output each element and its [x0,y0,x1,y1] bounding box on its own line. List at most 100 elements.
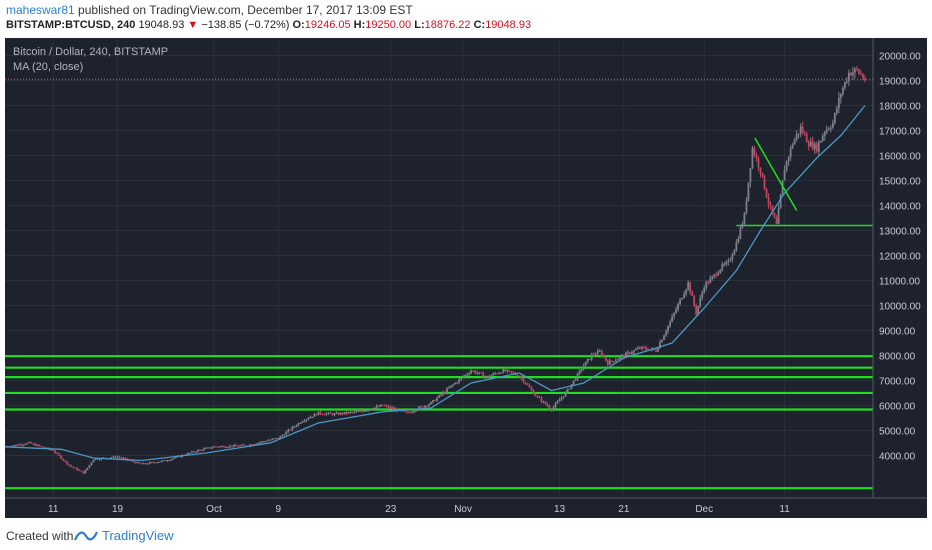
candle-body [480,372,483,374]
candle-body [426,405,428,407]
candle-body [219,446,221,448]
price-axis[interactable]: 4000.00 5000.00 6000.00 7000.00 8000.00 9000.… [872,38,927,518]
candle-body [835,108,838,114]
candle-body [146,463,149,465]
candle-body [307,418,310,420]
candle-body [733,250,736,256]
candle-body [241,444,243,446]
candle-body [229,445,231,448]
candle-body [711,276,714,279]
candle-body [186,453,189,455]
candle-body [116,456,119,458]
candle-body [829,127,832,129]
candle-body [749,168,752,183]
candle-body [622,355,625,357]
chart-svg[interactable]: 7972.767513.397134.766501.875839.842692.… [4,38,927,518]
candle-body [831,122,834,128]
candle-body [164,460,167,462]
candle-body [349,412,352,414]
candle-body [60,455,63,459]
candle-body [584,361,587,366]
candle-body [598,350,601,352]
candle-body [188,452,191,454]
candle-body [568,388,571,390]
candle-body [172,458,175,460]
candle-body [502,368,505,373]
candle-body [641,346,643,349]
candle-body [460,377,463,380]
candle-body [554,403,557,407]
candle-body [827,128,830,130]
candle-body [671,316,673,322]
candle-body [22,444,24,446]
candle-body [321,413,324,415]
author-link[interactable]: maheswar81 [6,3,75,17]
candle-body [637,347,639,350]
candle-body [701,292,704,298]
candle-body [323,414,326,416]
candle-body [630,352,633,354]
candle-body [24,444,26,446]
candle-body [618,356,621,360]
tradingview-logo-icon[interactable] [74,528,98,544]
high-value: 19250.00 [365,19,412,31]
candle-body [843,82,846,89]
candle-body [693,295,696,306]
candle-body [775,217,778,224]
x-tick-label: Nov [454,504,472,515]
candle-body [544,401,547,405]
candle-body [430,401,432,405]
candle-body [789,147,792,158]
candle-body [277,437,280,439]
price-chart[interactable]: 7972.767513.397134.766501.875839.842692.… [4,38,927,518]
candle-body [379,404,382,407]
candle-body [194,451,197,453]
y-tick-label: 12000.00 [879,252,921,263]
candle-body [558,399,561,402]
candle-body [727,260,730,263]
candles [6,65,866,474]
x-tick-label: 19 [112,504,124,515]
candle-body [795,134,798,140]
candle-body [614,360,617,362]
candle-body [279,436,282,439]
candle-body [217,446,219,448]
candle-body [845,80,848,83]
candle-body [325,413,328,415]
candle-body [504,368,507,372]
candle-body [160,460,163,462]
candle-body [317,411,320,416]
candle-body [299,422,302,424]
candle-body [492,373,495,376]
close-value: 19048.93 [485,19,532,31]
candle-body [289,429,292,431]
candle-body [409,412,412,414]
candle-body [769,204,772,206]
published-text: published on TradingView.com, December 1… [78,3,413,17]
candle-body [395,408,398,411]
time-axis[interactable]: 11 19 Oct 9 23 Nov 13 21 Dec 11 [5,497,927,518]
candle-body [735,242,738,251]
candle-body [725,262,728,265]
candle-body [327,412,330,414]
x-tick-label: Oct [206,504,222,515]
tradingview-brand[interactable]: TradingView [102,528,174,543]
candle-body [18,444,20,446]
candle-body [96,458,99,460]
candle-body [144,463,147,465]
candle-body [237,445,239,447]
candle-body [303,420,306,422]
candle-body [80,470,83,472]
chart-header: maheswar81 published on TradingView.com,… [0,0,932,36]
candle-body [512,372,515,374]
candle-body [154,462,157,464]
candle-body [331,413,334,416]
candle-body [20,444,22,446]
candle-body [297,423,300,426]
candle-body [496,373,499,375]
candle-body [452,384,454,386]
y-tick-label: 18000.00 [879,102,921,113]
candle-body [478,372,481,374]
candle-body [849,72,852,76]
candle-body [293,426,296,428]
